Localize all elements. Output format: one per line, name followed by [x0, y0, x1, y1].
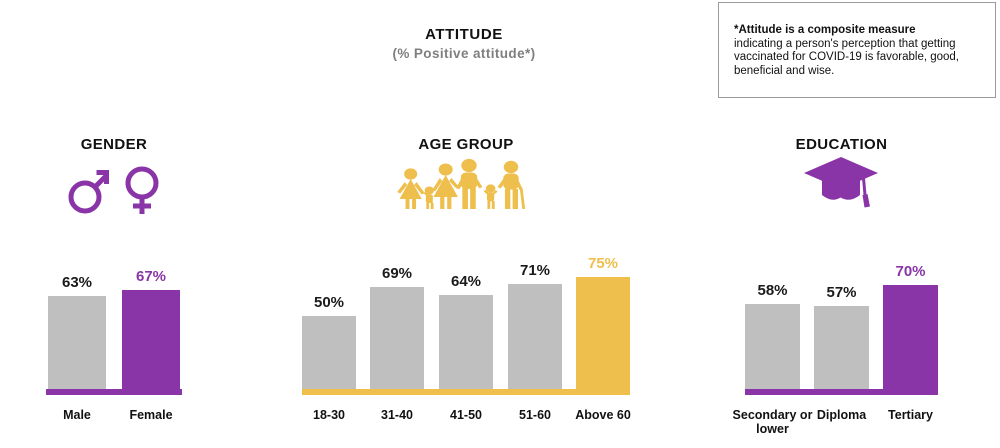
category-label-diploma: Diploma — [816, 408, 867, 422]
category-label-51-60: 51-60 — [519, 408, 551, 422]
category-label-secondary-or-lower: Secondary or lower — [732, 408, 813, 436]
value-label-tertiary: 70% — [895, 263, 926, 280]
bar-female — [122, 290, 180, 395]
bar-31-40 — [370, 287, 424, 395]
bar-18-30 — [302, 316, 356, 395]
bar-above-60 — [576, 277, 630, 395]
category-label-above-60: Above 60 — [575, 408, 631, 422]
family-icon — [392, 157, 532, 214]
bar-41-50 — [439, 295, 493, 395]
bar-secondary-or-lower — [745, 304, 800, 395]
attitude-definition-note: *Attitude is a composite measure indicati… — [718, 2, 996, 98]
bar-51-60 — [508, 284, 562, 395]
note-bold-text: *Attitude is a composite measure — [734, 24, 916, 36]
male-female-icon — [62, 158, 166, 221]
category-label-male: Male — [63, 408, 91, 422]
bar-diploma — [814, 306, 869, 395]
education-bar-chart: 58% Secondary or lower 57% Diploma 70% Tertia… — [733, 250, 938, 448]
age-group-bar-chart: 50% 18-30 69% 31-40 64% 41-50 71% 51-60 75% Above… — [302, 250, 631, 448]
page-subtitle: (% Positive attitude*) — [392, 46, 536, 61]
category-label-tertiary: Tertiary — [888, 408, 933, 422]
category-label-female: Female — [129, 408, 173, 422]
value-label-41-50: 64% — [450, 273, 482, 290]
bar-male — [48, 296, 106, 395]
axis-baseline — [46, 389, 182, 395]
axis-baseline — [302, 389, 630, 395]
category-label-41-50: 41-50 — [450, 408, 482, 422]
bar-tertiary — [883, 285, 938, 395]
value-label-female: 67% — [135, 268, 167, 285]
education-section-header: EDUCATION — [795, 136, 888, 153]
graduation-cap-icon — [801, 153, 881, 216]
value-label-18-30: 50% — [313, 294, 345, 311]
value-label-31-40: 69% — [381, 265, 413, 282]
page-title: ATTITUDE — [425, 26, 503, 43]
value-label-above-60: 75% — [587, 255, 619, 272]
axis-baseline — [745, 389, 938, 395]
note-body-text: indicating a person's perception that ge… — [734, 37, 960, 77]
category-label-31-40: 31-40 — [381, 408, 413, 422]
value-label-secondary-or-lower: 58% — [757, 282, 788, 299]
category-label-18-30: 18-30 — [313, 408, 345, 422]
value-label-diploma: 57% — [826, 284, 857, 301]
value-label-51-60: 71% — [519, 262, 551, 279]
gender-bar-chart: 63% Male 67% Female — [46, 250, 182, 448]
value-label-male: 63% — [61, 274, 93, 291]
gender-section-header: GENDER — [80, 136, 148, 153]
age-group-section-header: AGE GROUP — [418, 136, 514, 153]
